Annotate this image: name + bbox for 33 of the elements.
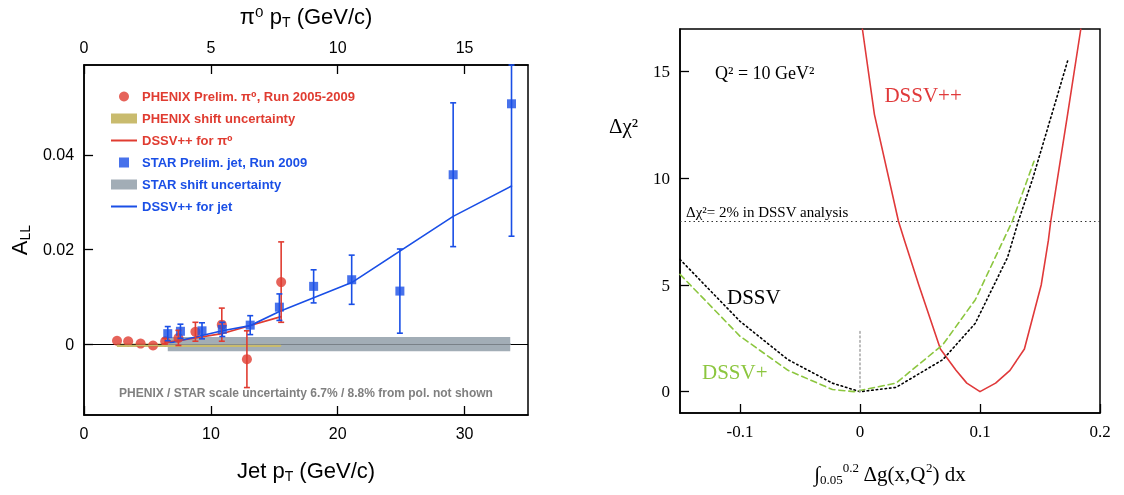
legend-label: DSSV++ for jet	[142, 199, 233, 214]
legend-label: STAR Prelim. jet, Run 2009	[142, 155, 308, 170]
x2-tick-label: 0	[79, 38, 89, 56]
y-tick-label: 10	[653, 168, 670, 188]
y-tick-label: 0	[661, 382, 670, 402]
x-tick-label: 20	[328, 424, 347, 442]
x-tick-label: -0.1	[726, 422, 754, 441]
series-label: DSSV+	[702, 360, 768, 385]
legend-label: PHENIX Prelim. π⁰, Run 2005-2009	[142, 89, 355, 104]
x-tick-label: 30	[455, 424, 474, 442]
annotation: Q² = 10 GeV²	[715, 63, 815, 83]
x-tick-label: 0.2	[1089, 422, 1111, 441]
series-label: DSSV++	[884, 83, 962, 108]
x2-tick-label: 15	[455, 38, 474, 56]
x-tick-label: 0	[855, 422, 865, 441]
annotation: PHENIX / STAR scale uncertainty 6.7% / 8.8% from pol. not shown	[119, 386, 493, 400]
series-label: DSSV	[727, 285, 781, 310]
x-tick-label: 0.1	[969, 422, 991, 441]
legend-label: STAR shift uncertainty	[142, 177, 282, 192]
annotation: Δχ²= 2% in DSSV analysis	[686, 203, 849, 220]
legend-label: DSSV++ for π⁰	[142, 133, 234, 148]
y-tick-label: 0	[65, 335, 75, 353]
x-tick-label: 10	[201, 424, 220, 442]
y-axis-title: ALL	[6, 224, 33, 256]
y-tick-label: 5	[661, 275, 670, 295]
y-tick-label: 0.02	[42, 240, 75, 258]
y-tick-label: 15	[653, 62, 670, 82]
legend-label: PHENIX shift uncertainty	[142, 111, 296, 126]
y-axis-title: Δχ²	[608, 114, 638, 138]
x2-tick-label: 10	[328, 38, 347, 56]
x2-tick-label: 5	[206, 38, 216, 56]
y-tick-label: 0.04	[42, 146, 75, 164]
x-tick-label: 0	[79, 424, 89, 442]
